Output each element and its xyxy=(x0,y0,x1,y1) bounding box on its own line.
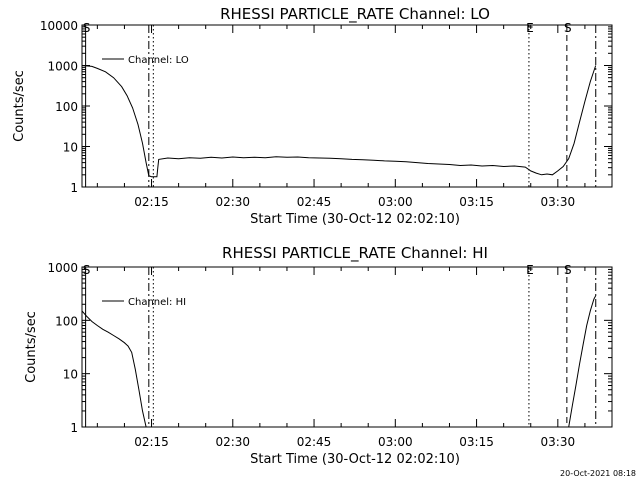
event-marker-label: S xyxy=(83,263,91,277)
x-tick-label: 03:15 xyxy=(459,195,494,209)
y-tick-label: 10 xyxy=(63,368,78,382)
y-tick-label: 1 xyxy=(70,421,78,435)
x-tick-label: 02:45 xyxy=(297,435,332,449)
x-tick-label: 03:30 xyxy=(541,435,576,449)
y-tick-label: 10000 xyxy=(40,19,78,33)
event-marker-label: E xyxy=(526,21,534,35)
y-tick-label: 1000 xyxy=(47,261,78,275)
x-tick-label: 03:30 xyxy=(541,195,576,209)
legend-label: Channel: HI xyxy=(128,297,186,308)
chart-title: RHESSI PARTICLE_RATE Channel: LO xyxy=(220,5,490,24)
x-tick-label: 02:15 xyxy=(134,195,169,209)
y-axis-label: Counts/sec xyxy=(24,311,39,383)
timestamp-label: 20-Oct-2021 08:18 xyxy=(560,469,636,478)
x-tick-label: 02:30 xyxy=(215,195,250,209)
y-tick-label: 1 xyxy=(70,181,78,195)
data-series-line xyxy=(81,295,597,428)
event-marker-label: S xyxy=(83,21,91,35)
y-tick-label: 100 xyxy=(55,100,78,114)
plot-frame xyxy=(81,24,613,188)
y-tick-label: 100 xyxy=(55,314,78,328)
x-tick-label: 02:15 xyxy=(134,435,169,449)
legend-label: Channel: LO xyxy=(128,55,189,66)
plot-frame xyxy=(81,266,613,428)
x-tick-label: 03:00 xyxy=(378,435,413,449)
x-axis-label: Start Time (30-Oct-12 02:02:10) xyxy=(250,212,460,227)
x-tick-label: 02:45 xyxy=(297,195,332,209)
hi-channel-panel: RHESSI PARTICLE_RATE Channel: HI 1000 100 1… xyxy=(24,244,613,467)
y-tick-label: 1000 xyxy=(47,60,78,74)
event-marker-label: S xyxy=(564,263,572,277)
lo-channel-panel: RHESSI PARTICLE_RATE Channel: LO10000100… xyxy=(12,5,613,227)
chart-title: RHESSI PARTICLE_RATE Channel: HI xyxy=(222,244,488,263)
x-tick-label: 02:30 xyxy=(215,435,250,449)
event-marker-label: E xyxy=(526,263,534,277)
y-axis-label: Counts/sec xyxy=(12,70,27,142)
x-tick-label: 03:00 xyxy=(378,195,413,209)
data-series-line xyxy=(81,65,597,178)
event-marker-label: S xyxy=(564,21,572,35)
x-tick-label: 03:15 xyxy=(459,435,494,449)
x-axis-label: Start Time (30-Oct-12 02:02:10) xyxy=(250,452,460,467)
y-tick-label: 10 xyxy=(63,141,78,155)
